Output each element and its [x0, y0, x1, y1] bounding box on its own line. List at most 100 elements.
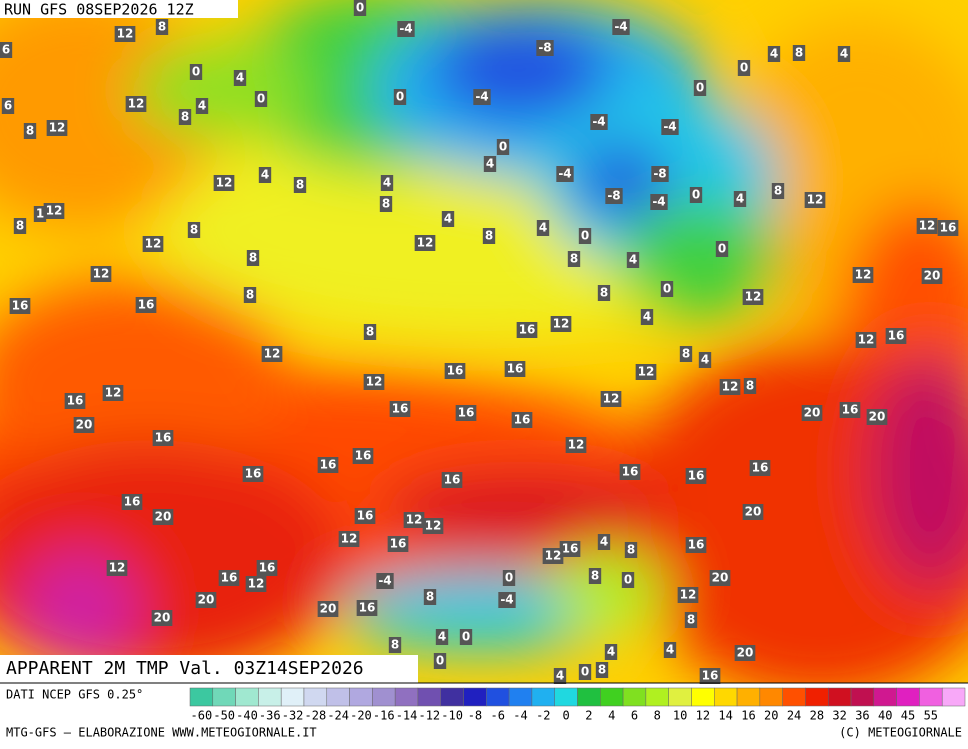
value-label: 0	[696, 81, 704, 95]
value-label: 8	[249, 251, 257, 265]
legend-swatch	[736, 687, 761, 707]
value-label-box	[699, 668, 721, 684]
value-label: 0	[257, 92, 265, 106]
value-label: 4	[444, 212, 452, 226]
legend-tick-label: -32	[282, 709, 304, 723]
value-label-box	[624, 542, 638, 558]
value-label-box	[423, 589, 437, 605]
value-label-box	[338, 531, 360, 547]
value-label: -8	[607, 189, 620, 203]
value-label-box	[553, 668, 567, 684]
value-label-box	[254, 91, 268, 107]
value-label: 0	[499, 140, 507, 154]
legend-tick-label: 10	[673, 709, 687, 723]
value-label-box	[389, 401, 411, 417]
value-label-box	[473, 89, 491, 105]
value-label-box	[388, 637, 402, 653]
value-label: 12	[128, 97, 145, 111]
value-label-box	[595, 662, 609, 678]
value-label: 16	[138, 298, 155, 312]
value-label-box	[612, 19, 630, 35]
legend-tick-label: -28	[305, 709, 327, 723]
value-label-box	[640, 309, 654, 325]
value-label-box	[433, 653, 447, 669]
value-label-box	[937, 220, 959, 236]
value-label: 16	[444, 473, 461, 487]
value-label-box	[621, 572, 635, 588]
legend-swatch	[759, 687, 783, 707]
value-label: 20	[76, 418, 93, 432]
legend-tick-label: -2	[536, 709, 550, 723]
legend-tick-label: -40	[236, 709, 258, 723]
legend-tick-label: -60	[191, 709, 213, 723]
value-label: 8	[774, 184, 782, 198]
value-label-box	[578, 228, 592, 244]
value-label-box	[516, 322, 538, 338]
legend-tick-label: -6	[490, 709, 504, 723]
value-label-box	[498, 592, 516, 608]
value-label: 0	[462, 630, 470, 644]
value-label-box	[715, 241, 729, 257]
value-label: 4	[383, 176, 391, 190]
value-label-box	[256, 560, 278, 576]
value-label-box	[441, 211, 455, 227]
legend-swatch	[258, 687, 282, 707]
value-label-box	[195, 592, 217, 608]
value-label-box	[685, 468, 707, 484]
value-label: 12	[145, 237, 162, 251]
copyright: (C) METEOGIORNALE	[839, 726, 962, 740]
legend-swatch	[280, 687, 305, 707]
legend-tick-label: 0	[562, 709, 569, 723]
value-label-box	[152, 430, 174, 446]
legend-swatch	[714, 687, 738, 707]
value-label: 16	[355, 449, 372, 463]
value-label: -4	[378, 574, 391, 588]
value-label: 12	[807, 193, 824, 207]
legend-swatch	[531, 687, 555, 707]
legend-tick-label: 14	[718, 709, 732, 723]
legend-swatch	[463, 687, 487, 707]
value-label-box	[604, 644, 618, 660]
value-label: 20	[924, 269, 941, 283]
value-label-box	[353, 0, 367, 16]
value-label-box	[590, 114, 608, 130]
value-label: 0	[718, 242, 726, 256]
value-label: 12	[855, 268, 872, 282]
legend-swatch	[394, 687, 419, 707]
legend-tick-label: -16	[373, 709, 395, 723]
value-label-box	[916, 218, 938, 234]
value-label: 0	[505, 571, 513, 585]
value-label: 12	[406, 513, 423, 527]
value-label: 16	[259, 561, 276, 575]
value-label-box	[9, 298, 31, 314]
legend-tick-label: -24	[327, 709, 349, 723]
run-box	[0, 0, 238, 18]
value-label: 12	[553, 317, 570, 331]
value-label-box	[650, 194, 668, 210]
value-label-box	[679, 346, 693, 362]
value-label-box	[246, 250, 260, 266]
value-label: 4	[629, 253, 637, 267]
value-label-box	[379, 196, 393, 212]
value-label-box	[567, 251, 581, 267]
value-label-box	[496, 139, 510, 155]
value-label-box	[578, 664, 592, 680]
value-label: 16	[447, 364, 464, 378]
value-label-box	[1, 98, 15, 114]
value-label: -4	[614, 20, 627, 34]
legend-swatch	[349, 687, 373, 707]
value-label: 16	[390, 537, 407, 551]
value-label-box	[737, 60, 751, 76]
value-label-box	[90, 266, 112, 282]
value-label: 8	[190, 223, 198, 237]
legend-swatch	[873, 687, 897, 707]
value-label: 0	[396, 90, 404, 104]
value-label-box	[839, 402, 861, 418]
value-label: 8	[600, 286, 608, 300]
value-label-box	[502, 570, 516, 586]
value-label-box	[233, 70, 247, 86]
value-label: 8	[16, 219, 24, 233]
value-label: 16	[320, 458, 337, 472]
